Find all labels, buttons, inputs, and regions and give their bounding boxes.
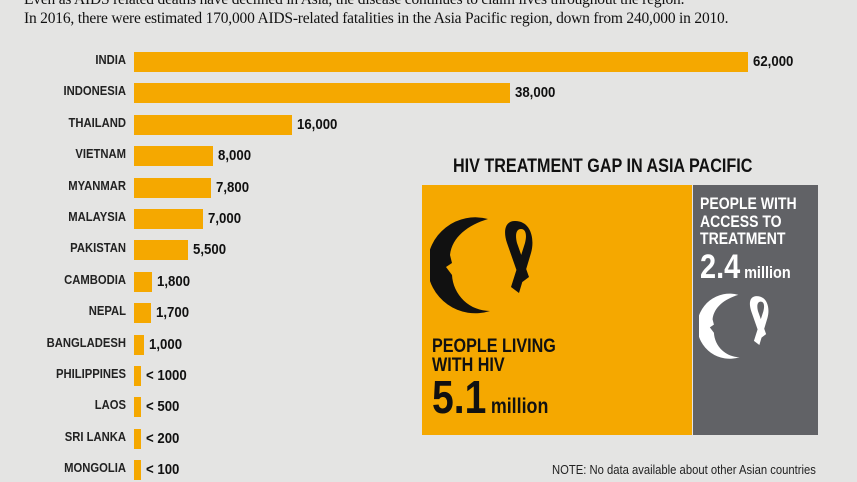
value-label: 1,700 [155,304,189,322]
intro-line-2: In 2016, there were estimated 170,000 AI… [24,10,729,27]
bar-cambodia [134,271,152,292]
country-label: THAILAND [68,115,126,130]
intro-line-1: Even as AIDS related deaths have decline… [24,0,684,9]
country-label: LAOS [94,398,126,413]
country-label: VIETNAM [75,147,126,162]
value-label: 1,800 [156,272,190,290]
treated-number: 2.4 [700,247,741,286]
living-number: 5.1 [432,371,487,423]
value-label: 5,500 [193,241,227,259]
bar-vietnam [134,146,214,167]
bar-indonesia [134,83,511,104]
country-label: SRI LANKA [64,429,126,444]
bar-india [134,52,748,72]
people-living-box: PEOPLE LIVING WITH HIV 5.1 million [422,185,692,435]
value-label: 38,000 [515,84,556,102]
value-label: < 1000 [146,367,187,384]
value-label: < 100 [146,461,180,479]
living-unit: million [490,395,549,418]
treated-label-3: TREATMENT [700,230,786,248]
country-label: INDIA [95,53,126,67]
bar-philippines [134,366,141,386]
value-label: 7,800 [216,178,250,196]
bar-nepal [134,303,151,324]
note: NOTE: No data available about other Asia… [552,463,816,477]
value-label: 7,000 [208,210,242,227]
value-label: < 200 [146,429,180,447]
bar-pakistan [134,240,189,261]
value-label: 8,000 [218,147,252,165]
people-treated-box: PEOPLE WITH ACCESS TO TREATMENT 2.4 mill… [693,185,818,435]
country-label: MALAYSIA [68,210,126,224]
country-label: MONGOLIA [64,461,126,476]
country-label: PAKISTAN [70,241,126,256]
country-label: CAMBODIA [64,272,126,287]
value-label: < 500 [146,398,180,416]
bar-bangladesh [134,334,144,355]
value-label: 62,000 [753,53,794,70]
value-label: 1,000 [148,335,182,353]
bar-laos [134,397,141,418]
bar-malaysia [134,209,204,229]
bar-myanmar [134,177,212,198]
gap-title: HIV TREATMENT GAP IN ASIA PACIFIC [453,156,753,177]
treated-label-1: PEOPLE WITH [700,195,797,213]
bar-sri-lanka [134,428,141,449]
treated-label-2: ACCESS TO [700,212,782,231]
face-ribbon-icon-small [699,293,769,359]
face-ribbon-icon [430,217,533,314]
treated-unit: million [744,262,791,282]
living-label-1: PEOPLE LIVING [432,336,556,357]
country-label: PHILIPPINES [55,367,126,381]
country-label: NEPAL [88,304,126,319]
country-label: MYANMAR [68,178,126,193]
country-label: INDONESIA [63,84,126,99]
living-label-2: WITH HIV [432,355,505,376]
bar-thailand [134,114,293,135]
value-label: 16,000 [297,115,338,133]
bar-mongolia [134,460,141,481]
country-label: BANGLADESH [46,335,127,350]
